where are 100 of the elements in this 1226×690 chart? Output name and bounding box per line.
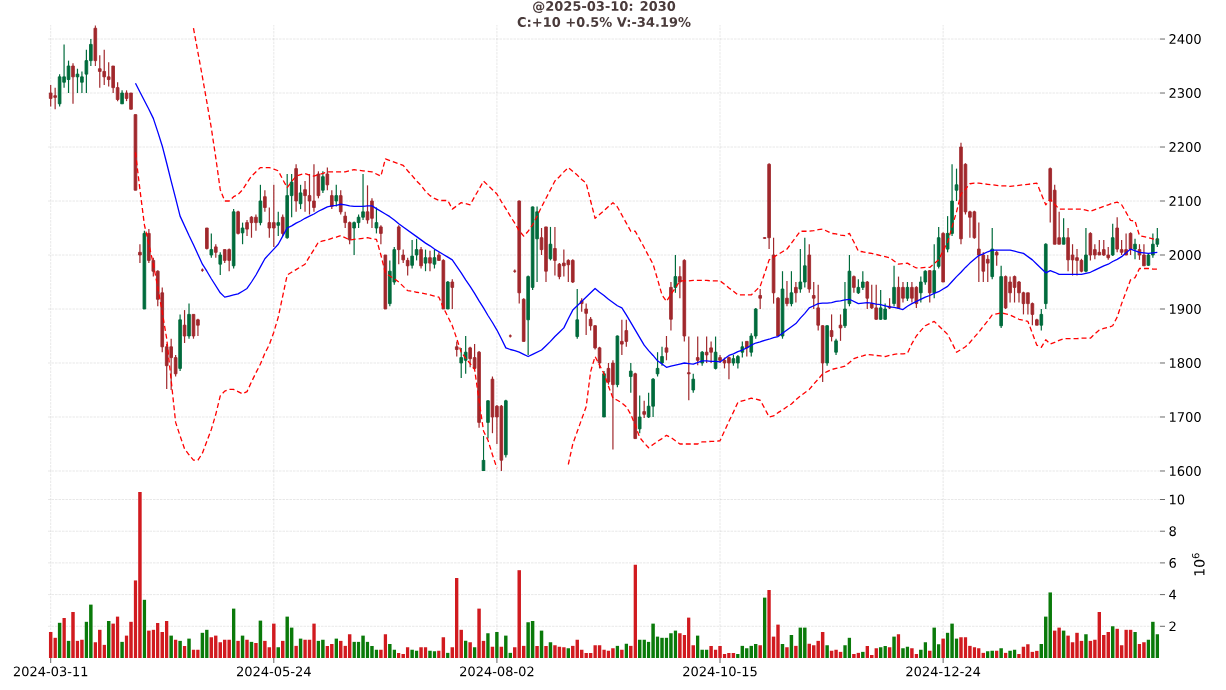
- candlestick: [258, 184, 263, 226]
- candlestick: [914, 285, 919, 309]
- candlestick: [838, 313, 843, 342]
- y-tick-label: 4: [1169, 589, 1177, 600]
- candlestick: [896, 276, 901, 310]
- bar: [263, 640, 267, 658]
- x-tick-label: 2024-08-02: [460, 666, 534, 677]
- bar: [169, 635, 173, 658]
- y-tick-label: 2400: [1169, 34, 1201, 44]
- candlestick: [138, 243, 142, 264]
- bar: [361, 635, 365, 658]
- y-tick-label: 2100: [1169, 196, 1201, 206]
- bar: [718, 646, 722, 658]
- candlestick: [486, 399, 490, 440]
- candlestick: [182, 309, 187, 344]
- y-tick-label: 2200: [1169, 142, 1201, 152]
- candlestick: [361, 173, 365, 221]
- bar: [98, 629, 102, 658]
- candlestick: [798, 248, 803, 294]
- candlestick: [379, 224, 383, 245]
- bar: [71, 612, 75, 658]
- candlestick: [927, 269, 932, 304]
- candlestick: [428, 250, 432, 272]
- candlestick: [267, 206, 272, 239]
- bar: [901, 648, 905, 658]
- bar: [178, 640, 182, 658]
- bar: [468, 642, 472, 658]
- candlestick: [1061, 217, 1066, 245]
- y-tick-label: 1700: [1169, 412, 1201, 422]
- candlestick: [575, 288, 580, 340]
- candlestick: [338, 189, 343, 216]
- candlestick: [673, 254, 678, 294]
- candlestick: [985, 254, 990, 283]
- x-tick-label: 2024-05-24: [236, 666, 311, 677]
- candlestick: [584, 303, 588, 336]
- y-tick-label: 1900: [1169, 304, 1201, 314]
- x-tick-label: 2024-12-24: [906, 666, 981, 677]
- bar: [678, 633, 682, 658]
- candlestick: [463, 335, 468, 375]
- candlestick: [370, 197, 374, 229]
- candlestick: [981, 251, 986, 283]
- bar: [428, 650, 432, 658]
- bar: [1048, 592, 1052, 658]
- candlestick: [432, 249, 437, 270]
- candlestick: [53, 87, 57, 110]
- chart-subtitle: C:+10 +0.5% V:-34.19%: [517, 17, 691, 27]
- bar: [517, 570, 521, 658]
- candlestick: [865, 280, 870, 310]
- bar: [990, 650, 994, 658]
- bar: [611, 648, 615, 658]
- bar: [932, 627, 936, 658]
- candlestick: [829, 313, 834, 342]
- candlestick: [687, 335, 691, 401]
- bar: [138, 492, 142, 658]
- candlestick: [628, 362, 633, 394]
- bar: [758, 645, 762, 658]
- candlestick: [1012, 274, 1017, 304]
- bar: [419, 647, 423, 658]
- candlestick: [878, 289, 883, 321]
- bar: [950, 623, 954, 658]
- bar: [620, 649, 624, 658]
- y-tick-label: 6: [1169, 557, 1176, 568]
- candlestick: [71, 62, 75, 105]
- candlestick: [874, 284, 878, 321]
- y-tick-label: 1600: [1169, 466, 1201, 476]
- y-axis-title: 10$^{6}$: [1191, 553, 1205, 576]
- x-tick-label: 2024-03-11: [13, 666, 88, 677]
- bar: [410, 649, 414, 658]
- candlestick: [106, 61, 111, 88]
- chart-title: @2025-03-10: 2030: [533, 1, 676, 14]
- bar: [892, 636, 896, 658]
- candlestick: [307, 173, 312, 216]
- bar: [80, 639, 84, 658]
- bar: [660, 637, 664, 658]
- candlestick: [691, 373, 696, 394]
- candlestick: [263, 189, 267, 213]
- candlestick: [423, 249, 428, 272]
- candlestick: [566, 258, 571, 283]
- candlestick: [102, 49, 107, 86]
- candlestick: [374, 206, 379, 235]
- candlestick: [450, 278, 455, 310]
- y-tick-label: 10: [1169, 494, 1185, 505]
- candlestick: [1075, 248, 1079, 277]
- y-tick-label: 2300: [1169, 88, 1201, 98]
- candlestick: [75, 68, 80, 94]
- candlestick: [553, 226, 557, 277]
- candlestick: [276, 211, 281, 237]
- candlestick: [811, 281, 816, 310]
- bar: [1142, 642, 1146, 658]
- candlestick: [330, 189, 334, 210]
- bar: [370, 646, 374, 658]
- candlestick: [1110, 223, 1115, 257]
- candlestick: [414, 238, 419, 262]
- x-tick-label: 2024-10-15: [683, 666, 757, 677]
- candlestick: [932, 243, 936, 299]
- bar: [535, 646, 539, 658]
- candlestick: [664, 335, 669, 361]
- bar: [477, 608, 481, 658]
- bar: [941, 638, 945, 658]
- bar: [321, 639, 325, 658]
